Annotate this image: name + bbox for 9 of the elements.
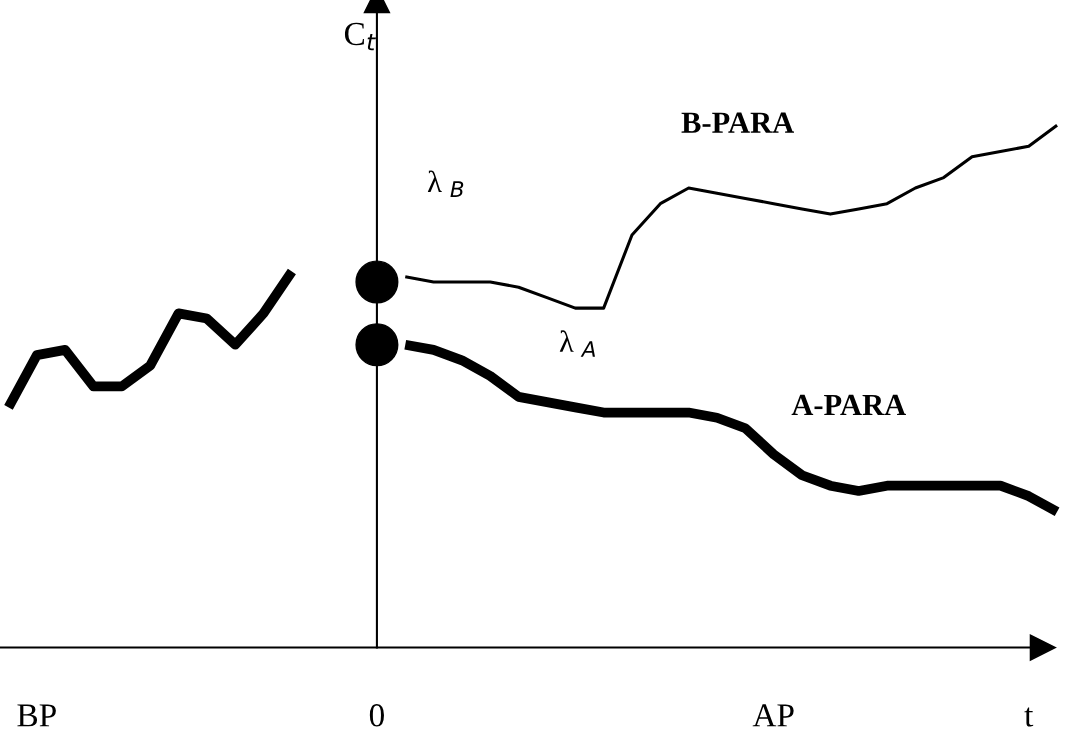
x-tick-label: 0	[369, 704, 384, 727]
annotation: λ $_{B}$	[427, 170, 464, 197]
series-label: A-PARA	[791, 394, 906, 415]
series-label: B-PARA	[681, 112, 794, 133]
y-axis-title: C$_{t}$	[344, 22, 376, 51]
x-tick-label: AP	[752, 704, 794, 727]
x-tick-label: t	[1024, 707, 1034, 727]
x-tick-label: BP	[17, 704, 56, 727]
annotation: λ $_{A}$	[559, 330, 595, 357]
